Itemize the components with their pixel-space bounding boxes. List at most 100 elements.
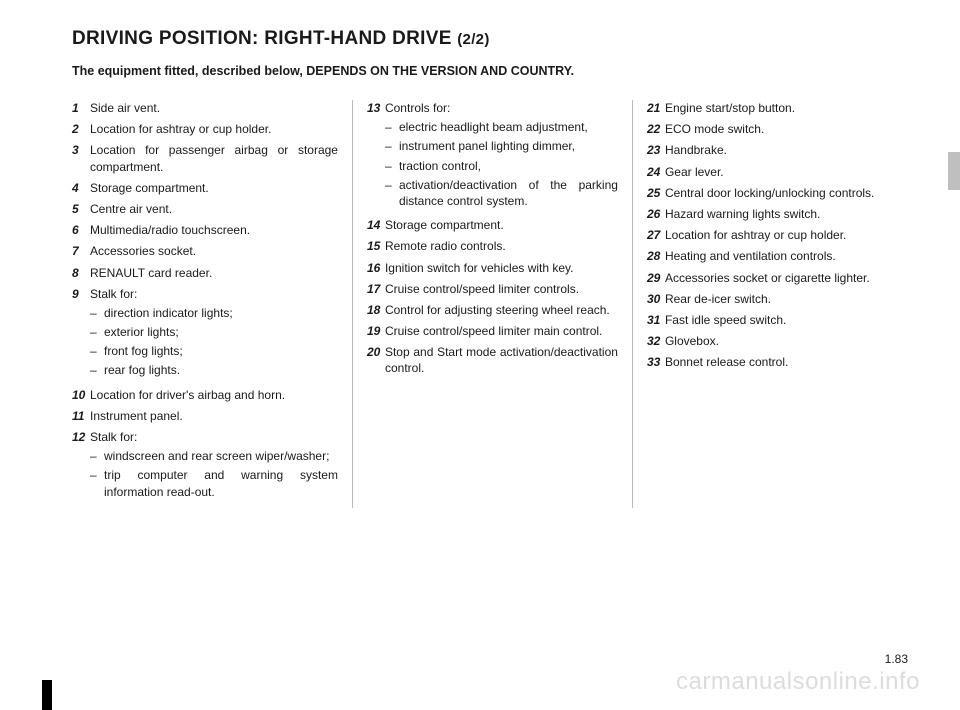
- item-number: 13: [367, 100, 385, 212]
- sub-item-text: instrument panel lighting dimmer,: [399, 138, 618, 154]
- item-number: 30: [647, 291, 665, 307]
- dash-icon: –: [90, 343, 104, 359]
- list-item: 29Accessories socket or cigarette lighte…: [647, 270, 898, 286]
- list-item: 31Fast idle speed switch.: [647, 312, 898, 328]
- item-text: Side air vent.: [90, 100, 338, 116]
- item-text: Stalk for:–windscreen and rear screen wi…: [90, 429, 338, 503]
- dash-icon: –: [385, 177, 399, 209]
- list-item: 6Multimedia/radio touchscreen.: [72, 222, 338, 238]
- list-item: 19Cruise control/speed limiter main cont…: [367, 323, 618, 339]
- dash-icon: –: [385, 138, 399, 154]
- sub-item-text: windscreen and rear screen wiper/washer;: [104, 448, 338, 464]
- manual-page: DRIVING POSITION: RIGHT-HAND DRIVE (2/2)…: [0, 0, 960, 710]
- list-item: 26Hazard warning lights switch.: [647, 206, 898, 222]
- watermark-text: carmanualsonline.info: [676, 668, 920, 696]
- item-text: Hazard warning lights switch.: [665, 206, 898, 222]
- item-number: 10: [72, 387, 90, 403]
- column-middle: 13Controls for:–electric headlight beam …: [352, 100, 632, 508]
- sub-item-text: front fog lights;: [104, 343, 338, 359]
- item-number: 4: [72, 180, 90, 196]
- item-text: RENAULT card reader.: [90, 265, 338, 281]
- sub-list: –electric headlight beam adjustment,–ins…: [385, 119, 618, 209]
- list-item: 28Heating and ventilation controls.: [647, 248, 898, 264]
- dash-icon: –: [90, 362, 104, 378]
- list-item: 3Location for passenger airbag or storag…: [72, 142, 338, 174]
- item-number: 29: [647, 270, 665, 286]
- dash-icon: –: [90, 467, 104, 499]
- list-item: 4Storage compartment.: [72, 180, 338, 196]
- page-title: DRIVING POSITION: RIGHT-HAND DRIVE (2/2): [72, 28, 912, 50]
- item-text: Stop and Start mode activation/deactivat…: [385, 344, 618, 376]
- item-number: 31: [647, 312, 665, 328]
- sub-item: –electric headlight beam adjustment,: [385, 119, 618, 135]
- item-number: 32: [647, 333, 665, 349]
- content-columns: 1Side air vent.2Location for ashtray or …: [72, 100, 912, 508]
- item-number: 11: [72, 408, 90, 424]
- item-text: Centre air vent.: [90, 201, 338, 217]
- item-text: Multimedia/radio touchscreen.: [90, 222, 338, 238]
- item-text: Rear de-icer switch.: [665, 291, 898, 307]
- item-number: 23: [647, 142, 665, 158]
- item-number: 28: [647, 248, 665, 264]
- dash-icon: –: [385, 158, 399, 174]
- list-item: 7Accessories socket.: [72, 243, 338, 259]
- dash-icon: –: [90, 448, 104, 464]
- item-number: 8: [72, 265, 90, 281]
- item-text: Storage compartment.: [385, 217, 618, 233]
- sub-list: –windscreen and rear screen wiper/washer…: [90, 448, 338, 500]
- item-text: Location for ashtray or cup holder.: [90, 121, 338, 137]
- item-text: Gear lever.: [665, 164, 898, 180]
- dash-icon: –: [90, 305, 104, 321]
- item-number: 14: [367, 217, 385, 233]
- list-item: 32Glovebox.: [647, 333, 898, 349]
- item-text: Location for driver's airbag and horn.: [90, 387, 338, 403]
- item-number: 15: [367, 238, 385, 254]
- sub-item-text: activation/deactivation of the parking d…: [399, 177, 618, 209]
- list-item: 16Ignition switch for vehicles with key.: [367, 260, 618, 276]
- item-text: Stalk for:–direction indicator lights;–e…: [90, 286, 338, 382]
- column-left: 1Side air vent.2Location for ashtray or …: [72, 100, 352, 508]
- black-tab-marker: [42, 680, 52, 710]
- item-text: Accessories socket.: [90, 243, 338, 259]
- list-item: 33Bonnet release control.: [647, 354, 898, 370]
- item-number: 19: [367, 323, 385, 339]
- list-item: 27Location for ashtray or cup holder.: [647, 227, 898, 243]
- item-text: Fast idle speed switch.: [665, 312, 898, 328]
- item-text: Instrument panel.: [90, 408, 338, 424]
- item-text: Control for adjusting steering wheel rea…: [385, 302, 618, 318]
- item-text: Remote radio controls.: [385, 238, 618, 254]
- item-number: 18: [367, 302, 385, 318]
- item-text: Cruise control/speed limiter main contro…: [385, 323, 618, 339]
- item-number: 33: [647, 354, 665, 370]
- sub-item-text: electric headlight beam adjustment,: [399, 119, 618, 135]
- item-text: Central door locking/unlocking controls.: [665, 185, 898, 201]
- sub-item: –direction indicator lights;: [90, 305, 338, 321]
- sub-item-text: trip computer and warning system informa…: [104, 467, 338, 499]
- item-number: 27: [647, 227, 665, 243]
- list-item: 12Stalk for:–windscreen and rear screen …: [72, 429, 338, 503]
- item-number: 12: [72, 429, 90, 503]
- item-number: 16: [367, 260, 385, 276]
- item-number: 24: [647, 164, 665, 180]
- page-number: 1.83: [885, 652, 908, 666]
- sub-item-text: traction control,: [399, 158, 618, 174]
- item-number: 6: [72, 222, 90, 238]
- list-item: 25Central door locking/unlocking control…: [647, 185, 898, 201]
- item-text: Location for passenger airbag or storage…: [90, 142, 338, 174]
- grey-tab-marker: [948, 152, 960, 190]
- item-text: Controls for:–electric headlight beam ad…: [385, 100, 618, 212]
- item-number: 9: [72, 286, 90, 382]
- item-text: ECO mode switch.: [665, 121, 898, 137]
- list-item: 8RENAULT card reader.: [72, 265, 338, 281]
- item-number: 25: [647, 185, 665, 201]
- item-number: 3: [72, 142, 90, 174]
- list-item: 13Controls for:–electric headlight beam …: [367, 100, 618, 212]
- sub-item: –front fog lights;: [90, 343, 338, 359]
- item-text: Handbrake.: [665, 142, 898, 158]
- list-item: 30Rear de-icer switch.: [647, 291, 898, 307]
- item-number: 22: [647, 121, 665, 137]
- item-text: Accessories socket or cigarette lighter.: [665, 270, 898, 286]
- sub-item: –trip computer and warning system inform…: [90, 467, 338, 499]
- item-text: Bonnet release control.: [665, 354, 898, 370]
- item-number: 26: [647, 206, 665, 222]
